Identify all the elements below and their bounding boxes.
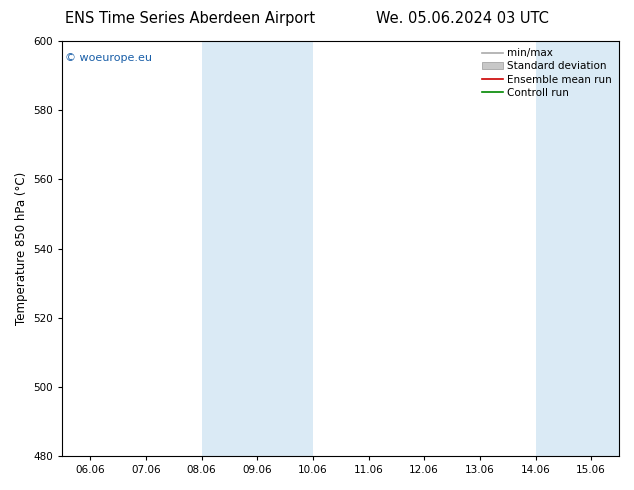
Bar xyxy=(202,41,313,456)
Text: ENS Time Series Aberdeen Airport: ENS Time Series Aberdeen Airport xyxy=(65,11,315,26)
Legend: min/max, Standard deviation, Ensemble mean run, Controll run: min/max, Standard deviation, Ensemble me… xyxy=(480,46,614,100)
Text: We. 05.06.2024 03 UTC: We. 05.06.2024 03 UTC xyxy=(377,11,549,26)
Y-axis label: Temperature 850 hPa (°C): Temperature 850 hPa (°C) xyxy=(15,172,28,325)
Bar xyxy=(536,41,619,456)
Text: © woeurope.eu: © woeurope.eu xyxy=(65,53,152,64)
